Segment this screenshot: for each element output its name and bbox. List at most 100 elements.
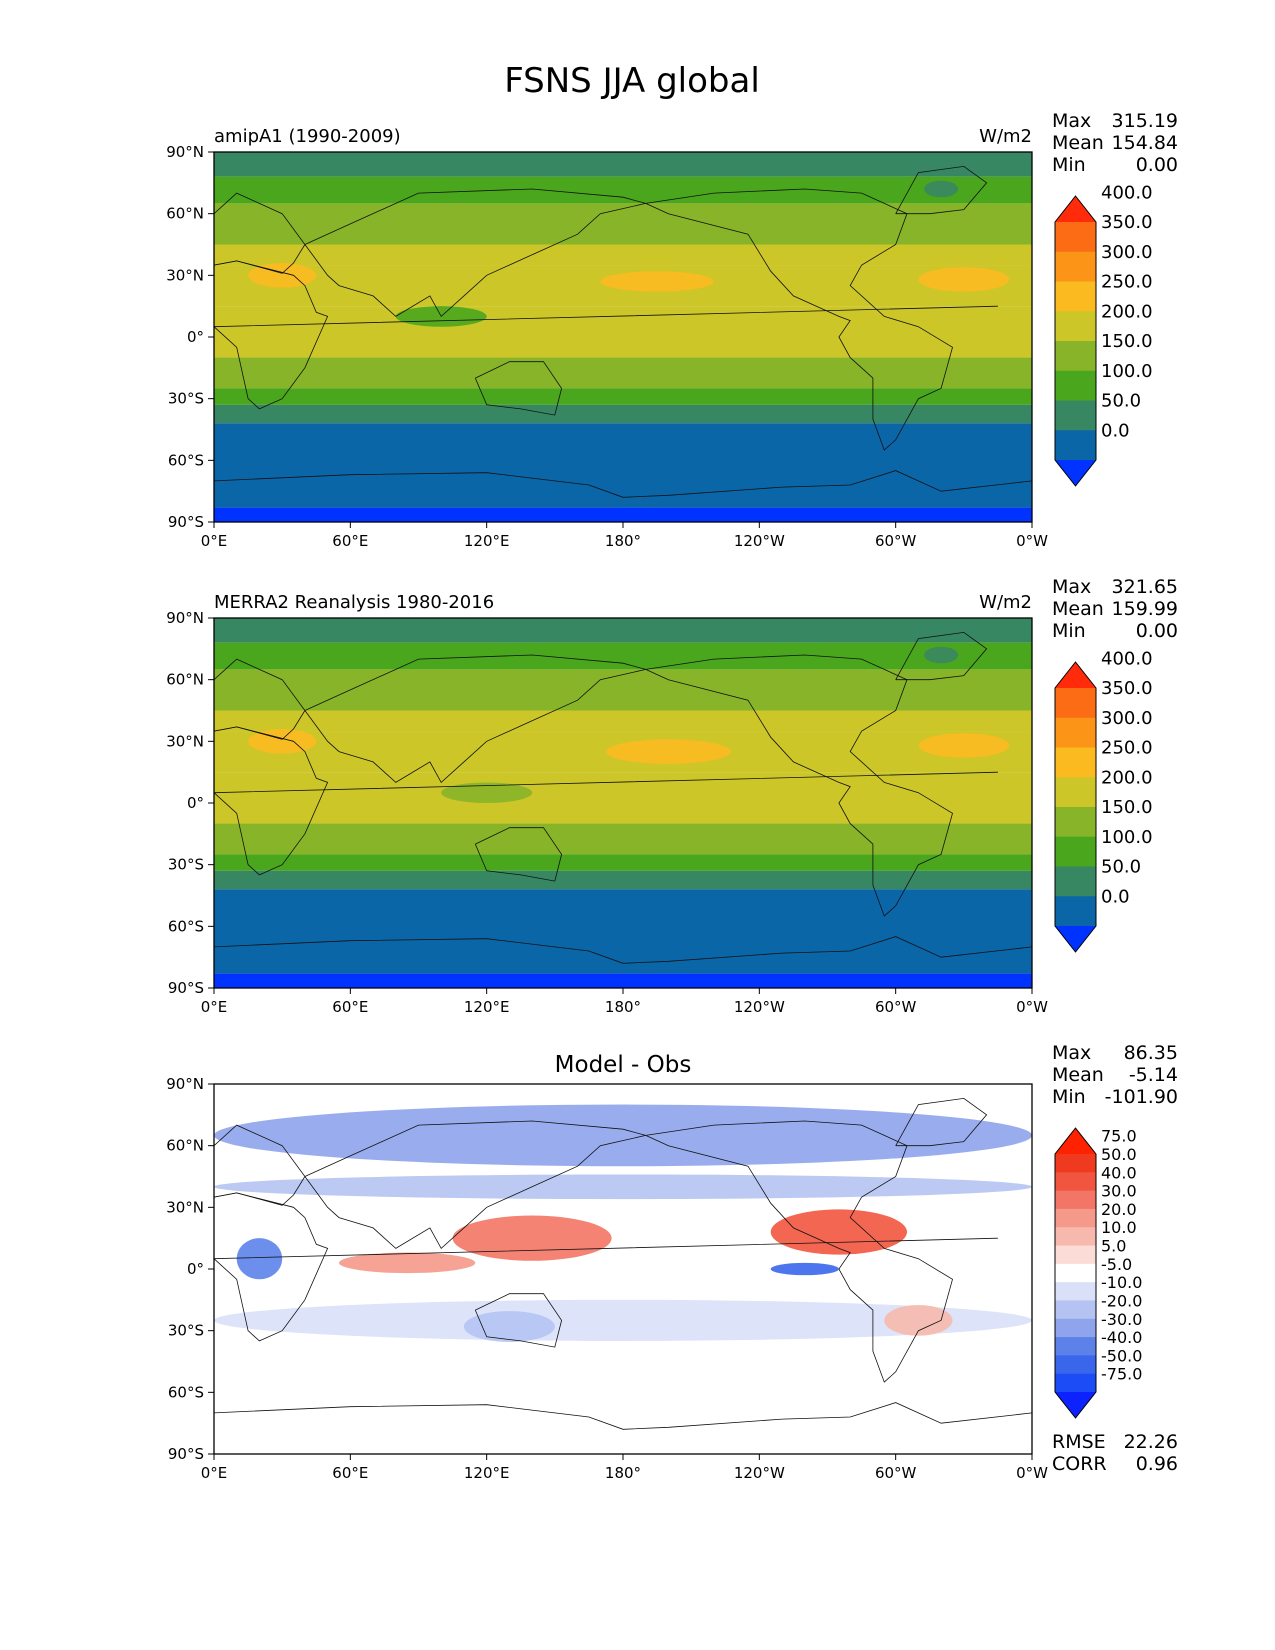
panel-units: W/m2 <box>979 126 1032 147</box>
coastline <box>304 1120 646 1250</box>
coastline <box>214 260 998 410</box>
stat-label: Min <box>1052 620 1086 642</box>
y-tick-label: 90°N <box>166 1075 204 1093</box>
coastline <box>304 654 646 784</box>
zonal-band <box>214 710 1032 732</box>
y-tick-label: 30°S <box>168 390 204 408</box>
field-patch <box>452 1215 612 1261</box>
y-tick-label: 60°S <box>168 917 204 935</box>
zonal-band <box>214 507 1032 522</box>
coastline <box>645 1120 953 1383</box>
colorbar-segment <box>1055 311 1096 342</box>
figure-title: FSNS JJA global <box>504 61 760 101</box>
colorbar-segment <box>1055 222 1096 253</box>
zonal-band <box>214 203 1032 245</box>
y-axis: 90°N 60°N 30°N 0° 30°S 60°S 90°S <box>166 1075 214 1463</box>
stat-value: -5.14 <box>1129 1064 1178 1086</box>
colorbar-segment <box>1055 717 1096 748</box>
colorbar-segment <box>1055 1337 1096 1356</box>
stat-label: Mean <box>1052 1064 1104 1086</box>
x-tick-label: 0°W <box>1016 532 1048 550</box>
colorbar-tick-label: 75.0 <box>1101 1127 1137 1146</box>
panel-stats: Max 315.19 Mean 154.84 Min 0.00 <box>1052 110 1178 176</box>
stat-label: Max <box>1052 576 1091 598</box>
stat-value: -101.90 <box>1105 1086 1178 1108</box>
x-tick-label: 120°W <box>734 998 785 1016</box>
coastline <box>645 188 953 451</box>
y-tick-label: 90°N <box>166 143 204 161</box>
colorbar-tick-label: 40.0 <box>1101 1163 1137 1182</box>
colorbar-extend-max <box>1055 196 1096 222</box>
colorbar-segment <box>1055 688 1096 719</box>
x-tick-label: 60°W <box>875 998 917 1016</box>
field-patch <box>248 729 317 754</box>
coastline <box>214 936 1032 964</box>
colorbar-tick-label: -50.0 <box>1101 1346 1142 1365</box>
stat-label: Mean <box>1052 132 1104 154</box>
colorbar-tick-label: 150.0 <box>1101 331 1153 352</box>
y-tick-label: 90°S <box>168 513 204 531</box>
colorbar-tick-label: 10.0 <box>1101 1218 1137 1237</box>
colorbar-tick-label: 100.0 <box>1101 827 1153 848</box>
colorbar-segment <box>1055 1154 1096 1173</box>
map-panel-1: 0°E 60°E 120°E 180° 120°W 60°W 0°W 90°N 60°N 30°N… <box>166 110 1178 550</box>
panel-left-title: amipA1 (1990-2009) <box>214 126 401 147</box>
zonal-band <box>214 772 1032 824</box>
zonal-band <box>214 642 1032 670</box>
colorbar-segment <box>1055 1300 1096 1320</box>
metric-value: 22.26 <box>1124 1431 1178 1453</box>
colorbar-segment <box>1055 251 1096 282</box>
x-tick-label: 0°E <box>201 532 228 550</box>
y-tick-label: 60°S <box>168 451 204 469</box>
field-patch <box>463 1311 555 1342</box>
colorbar-segment <box>1055 807 1096 838</box>
colorbar-extend-min <box>1055 460 1096 486</box>
y-tick-label: 0° <box>187 1260 204 1278</box>
zonal-band <box>214 404 1032 424</box>
colorbar-tick-label: -40.0 <box>1101 1328 1142 1347</box>
field-patch <box>338 1252 476 1274</box>
colorbar: 0.0 50.0 100.0 150.0 200.0 250.0 300.0 350.0 400… <box>1054 182 1153 487</box>
coastline <box>895 165 988 215</box>
coastline <box>645 654 953 917</box>
x-tick-label: 60°E <box>332 1464 368 1482</box>
y-tick-label: 90°S <box>168 1445 204 1463</box>
stat-value: 0.00 <box>1136 154 1178 176</box>
colorbar-segment <box>1055 1190 1096 1210</box>
colorbar-outline <box>1054 1127 1097 1419</box>
colorbar-extend-min <box>1055 926 1096 952</box>
zonal-band <box>214 870 1032 890</box>
x-tick-label: 120°E <box>464 998 510 1016</box>
y-tick-label: 30°N <box>166 1198 204 1216</box>
x-tick-label: 60°W <box>875 532 917 550</box>
colorbar-tick-label: 0.0 <box>1101 886 1130 907</box>
field-patch <box>214 1174 1032 1200</box>
colorbar-tick-label: 250.0 <box>1101 738 1153 759</box>
colorbar-segment <box>1055 896 1096 927</box>
coastline <box>474 361 563 416</box>
colorbar-segment <box>1055 866 1096 897</box>
y-tick-label: 30°N <box>166 732 204 750</box>
colorbar-outline <box>1054 661 1097 953</box>
zonal-band <box>214 618 1032 643</box>
field-patch <box>600 271 714 292</box>
x-tick-label: 120°W <box>734 532 785 550</box>
x-tick-label: 60°W <box>875 1464 917 1482</box>
x-tick-label: 0°E <box>201 998 228 1016</box>
colorbar-tick-label: 200.0 <box>1101 301 1153 322</box>
colorbar-extend-max <box>1055 662 1096 688</box>
field-patch <box>605 739 731 764</box>
stat-label: Min <box>1052 1086 1086 1108</box>
map-field <box>214 618 1032 988</box>
colorbar-tick-label: 5.0 <box>1101 1237 1126 1256</box>
field-patch <box>214 1299 1032 1341</box>
map-panel-2: 0°E 60°E 120°E 180° 120°W 60°W 0°W 90°N 60°N 30°N… <box>166 576 1178 1016</box>
zonal-band <box>214 889 1032 974</box>
field-patch <box>248 263 317 288</box>
colorbar-tick-label: 0.0 <box>1101 420 1130 441</box>
field-patch <box>924 646 959 664</box>
y-axis: 90°N 60°N 30°N 0° 30°S 60°S 90°S <box>166 609 214 997</box>
colorbar-extend-max <box>1055 1128 1096 1154</box>
coastline <box>304 188 646 318</box>
